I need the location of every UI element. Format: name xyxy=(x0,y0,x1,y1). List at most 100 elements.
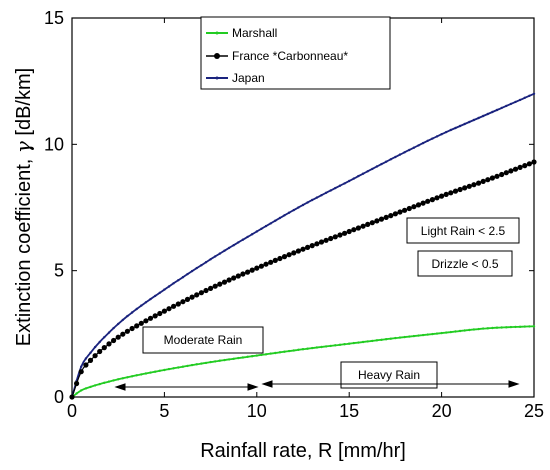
data-point xyxy=(184,296,191,302)
data-point xyxy=(97,348,103,355)
data-point xyxy=(389,337,392,340)
data-point xyxy=(361,340,365,344)
data-point xyxy=(158,291,161,294)
data-point xyxy=(528,325,531,328)
data-point xyxy=(135,374,138,377)
data-point xyxy=(421,141,425,145)
data-point xyxy=(305,244,311,250)
data-point xyxy=(281,254,288,260)
data-point xyxy=(258,263,264,269)
data-point xyxy=(292,349,295,352)
data-point xyxy=(343,343,346,346)
data-point xyxy=(291,250,297,256)
data-point xyxy=(180,299,186,305)
data-point xyxy=(286,252,292,258)
legend-marker-japan xyxy=(215,76,219,80)
data-point xyxy=(195,363,198,366)
data-point xyxy=(357,174,360,178)
data-point xyxy=(232,244,235,247)
data-point xyxy=(149,297,152,301)
data-point xyxy=(311,198,314,202)
data-point xyxy=(278,216,282,220)
data-point xyxy=(429,197,435,203)
data-point xyxy=(311,346,314,350)
data-point xyxy=(147,315,154,321)
data-point xyxy=(472,328,476,331)
data-point xyxy=(518,325,522,328)
data-point xyxy=(371,339,374,343)
data-point xyxy=(412,146,416,149)
data-point xyxy=(480,178,486,184)
data-point xyxy=(189,294,195,300)
data-point xyxy=(83,362,89,368)
data-point xyxy=(523,96,526,100)
data-point xyxy=(375,339,379,342)
x-tick-labels: 0 5 10 15 20 25 xyxy=(67,401,544,421)
data-point xyxy=(394,155,397,159)
data-point xyxy=(320,194,323,197)
data-point xyxy=(163,288,166,291)
legend-marker-marshall xyxy=(215,31,219,35)
data-point xyxy=(338,343,342,346)
data-point xyxy=(458,124,462,128)
x-tick-label: 10 xyxy=(247,401,267,421)
data-point xyxy=(269,352,272,355)
data-point xyxy=(89,351,92,354)
data-point xyxy=(226,277,232,283)
data-point xyxy=(468,120,471,124)
data-point xyxy=(494,173,500,179)
data-point xyxy=(449,330,452,334)
y-axis-title-gamma: γ xyxy=(11,141,35,153)
data-point xyxy=(214,255,217,258)
data-point xyxy=(274,219,277,222)
data-point xyxy=(389,158,392,161)
data-point xyxy=(329,189,332,192)
data-point xyxy=(499,171,505,178)
data-point xyxy=(486,327,489,330)
data-point xyxy=(245,269,251,275)
data-point xyxy=(528,94,531,98)
data-point xyxy=(512,166,519,172)
data-point xyxy=(101,345,107,351)
data-point xyxy=(209,360,212,364)
x-tick-label: 25 xyxy=(524,401,544,421)
data-point xyxy=(297,348,300,351)
data-point xyxy=(495,326,499,329)
data-point xyxy=(260,227,263,230)
data-point xyxy=(283,350,286,353)
data-point xyxy=(117,322,120,326)
data-point xyxy=(505,104,508,108)
annotation-light-rain: Light Rain < 2.5 xyxy=(406,217,520,244)
data-point xyxy=(426,333,429,336)
data-point xyxy=(278,351,282,354)
data-point xyxy=(111,337,117,344)
data-point xyxy=(463,329,466,332)
annotation-moderate-rain: Moderate Rain xyxy=(142,326,264,354)
data-point xyxy=(408,335,411,338)
data-point xyxy=(472,118,476,122)
data-point xyxy=(254,265,260,271)
data-point xyxy=(489,175,495,181)
data-point xyxy=(323,237,329,243)
data-point xyxy=(301,203,305,207)
data-point xyxy=(385,338,388,341)
data-point xyxy=(425,198,431,204)
data-point xyxy=(508,168,514,174)
data-point xyxy=(403,335,406,339)
data-point xyxy=(408,148,411,152)
data-point xyxy=(342,230,348,236)
data-point xyxy=(167,285,171,288)
data-point xyxy=(458,329,462,333)
data-point xyxy=(505,326,508,329)
data-point xyxy=(457,186,463,193)
data-point xyxy=(357,341,360,344)
arrow-heavy-range xyxy=(261,380,520,388)
data-point xyxy=(297,206,300,209)
data-point xyxy=(143,318,149,324)
data-point xyxy=(374,218,380,224)
data-point xyxy=(314,241,320,247)
annotation-heavy-rain-label: Heavy Rain xyxy=(358,368,420,382)
data-point xyxy=(121,318,125,322)
data-point xyxy=(158,369,161,372)
data-point xyxy=(452,188,459,194)
